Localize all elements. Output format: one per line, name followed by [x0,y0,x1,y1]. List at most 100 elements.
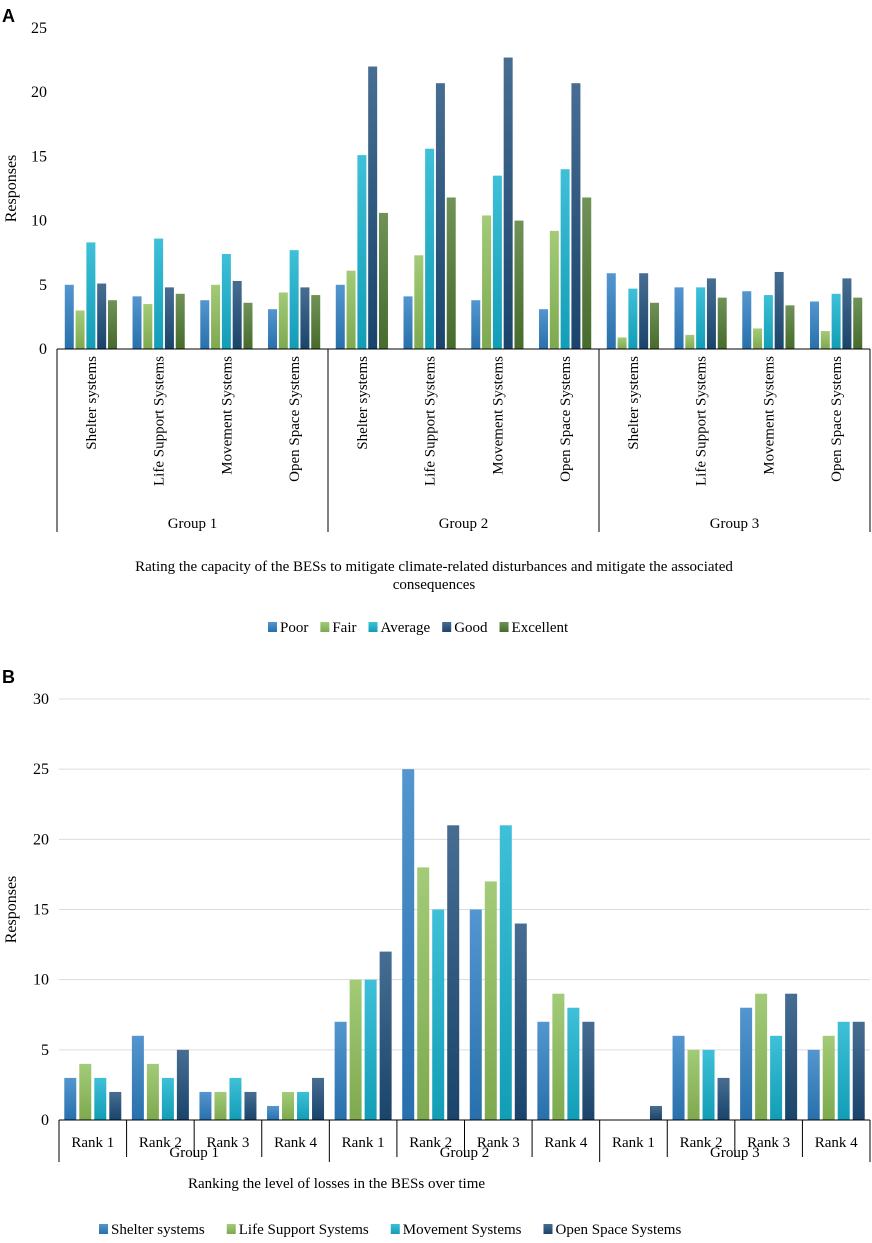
category-label-a-group-2-shelter-systems: Shelter systems [355,356,371,450]
legend-swatch-b-life-support-systems [226,1224,236,1234]
bar-b-group-1-rank-3-life-support-systems [214,1091,227,1120]
category-label-b-group-1-rank-3: Rank 3 [206,1135,249,1151]
bar-a-group-1-movement-systems-average [221,253,231,349]
category-label-b-group-1-rank-1: Rank 1 [71,1135,114,1151]
legend-swatch-b-open-space-systems [543,1224,553,1234]
bar-b-group-1-rank-2-open-space-systems [176,1049,189,1120]
legend-label-a-excellent: Excellent [512,620,569,636]
bar-a-group-2-shelter-systems-average [357,155,367,349]
bar-b-group-3-rank-3-shelter-systems [740,1007,753,1120]
bar-b-group-1-rank-4-shelter-systems [267,1105,280,1120]
legend-swatch-a-good [442,622,452,632]
legend-item-b-shelter-systems: Shelter systems [99,1222,205,1238]
bar-a-group-3-life-support-systems-excellent [717,297,727,349]
bar-a-group-2-open-space-systems-average [560,169,570,349]
bar-a-group-1-open-space-systems-average [289,250,299,349]
bar-b-group-1-rank-4-life-support-systems [282,1091,295,1120]
bar-b-group-1-rank-2-life-support-systems [146,1063,159,1120]
bar-b-group-1-rank-2-movement-systems [161,1077,174,1120]
y-axis-title-b: Responses [3,876,20,944]
y-tick-label-a-0: 0 [39,341,47,358]
bar-b-group-2-rank-2-movement-systems [432,909,445,1120]
legend-item-a-poor: Poor [268,620,308,636]
legend-swatch-a-excellent [499,622,509,632]
bar-a-group-3-life-support-systems-good [706,278,716,349]
bar-a-group-3-shelter-systems-average [628,288,638,349]
y-tick-label-b-4: 20 [33,831,49,848]
bar-a-group-2-movement-systems-average [492,175,502,349]
bar-a-group-1-open-space-systems-poor [268,309,278,349]
bar-a-group-1-shelter-systems-poor [64,284,74,349]
legend-item-a-excellent: Excellent [499,620,569,636]
bar-b-group-3-rank-1-open-space-systems [649,1105,662,1120]
legend-item-b-life-support-systems: Life Support Systems [226,1222,369,1238]
legend-item-b-open-space-systems: Open Space Systems [543,1222,681,1238]
bar-a-group-3-movement-systems-average [763,295,773,349]
bar-b-group-2-rank-3-movement-systems [499,825,512,1120]
category-label-a-group-1-life-support-systems: Life Support Systems [152,356,168,486]
legend-swatch-b-shelter-systems [99,1224,108,1234]
bar-b-group-2-rank-1-movement-systems [364,979,377,1120]
group-label-b-group-2: Group 2 [440,1145,490,1161]
legend-label-a-fair: Fair [332,620,356,636]
bar-a-group-2-movement-systems-poor [471,300,481,349]
bar-a-group-3-life-support-systems-fair [685,334,695,349]
bar-a-group-3-open-space-systems-fair [820,331,830,349]
bar-a-group-1-shelter-systems-fair [75,310,85,349]
y-tick-label-a-4: 20 [31,84,47,101]
y-tick-label-b-2: 10 [33,972,49,989]
group-label-b-group-3: Group 3 [710,1145,760,1161]
bar-a-group-1-open-space-systems-good [300,287,310,349]
bar-a-group-1-movement-systems-fair [211,284,221,349]
bar-a-group-2-shelter-systems-excellent [378,212,388,349]
bar-a-group-1-movement-systems-excellent [243,302,253,349]
category-label-b-group-2-rank-2: Rank 2 [409,1135,452,1151]
y-tick-label-b-5: 25 [33,761,49,778]
bar-a-group-3-shelter-systems-excellent [649,302,659,349]
category-label-a-group-2-movement-systems: Movement Systems [490,356,506,475]
category-label-b-group-3-rank-3: Rank 3 [747,1135,790,1151]
bar-a-group-1-life-support-systems-excellent [175,293,185,349]
y-tick-label-a-5: 25 [31,20,47,37]
category-label-a-group-1-open-space-systems: Open Space Systems [287,356,303,482]
category-label-a-group-3-shelter-systems: Shelter systems [626,356,642,450]
category-label-b-group-2-rank-4: Rank 4 [544,1135,587,1151]
category-label-b-group-1-rank-2: Rank 2 [139,1135,182,1151]
legend-swatch-b-movement-systems [390,1224,400,1234]
bar-b-group-2-rank-2-shelter-systems [402,769,415,1120]
y-axis-title-a: Responses [3,155,20,223]
bar-b-group-1-rank-3-open-space-systems [244,1091,257,1120]
legend-label-b-life-support-systems: Life Support Systems [239,1222,369,1238]
bar-b-group-1-rank-4-open-space-systems [312,1077,325,1120]
bar-b-group-1-rank-1-shelter-systems [64,1077,77,1120]
bar-a-group-1-life-support-systems-fair [143,304,153,349]
bar-b-group-1-rank-3-shelter-systems [199,1091,212,1120]
bar-a-group-2-open-space-systems-excellent [582,197,592,349]
bar-a-group-3-shelter-systems-fair [617,337,627,349]
category-label-b-group-2-rank-3: Rank 3 [477,1135,520,1151]
bar-b-group-3-rank-4-shelter-systems [807,1049,820,1120]
bar-b-group-1-rank-1-life-support-systems [79,1063,92,1120]
legend-label-a-average: Average [381,620,431,636]
bar-b-group-2-rank-3-shelter-systems [469,909,482,1120]
bar-b-group-1-rank-3-movement-systems [229,1077,242,1120]
bar-a-group-3-open-space-systems-excellent [853,297,863,349]
bar-a-group-3-open-space-systems-poor [810,301,820,349]
legend-label-b-movement-systems: Movement Systems [403,1222,522,1238]
bar-a-group-2-open-space-systems-good [571,83,581,350]
bar-b-group-3-rank-3-open-space-systems [785,993,798,1120]
bar-a-group-1-shelter-systems-excellent [107,300,117,349]
bar-b-group-3-rank-2-movement-systems [702,1049,715,1120]
bar-a-group-3-life-support-systems-average [696,287,706,349]
bar-a-group-3-shelter-systems-poor [606,273,616,349]
bar-a-group-3-movement-systems-excellent [785,305,795,349]
bar-a-group-3-open-space-systems-average [831,293,841,349]
category-label-b-group-3-rank-4: Rank 4 [815,1135,858,1151]
group-label-a-group-1: Group 1 [168,516,218,532]
x-axis-title-a-line-2: consequences [393,577,476,593]
bar-a-group-1-shelter-systems-average [86,242,96,349]
y-tick-label-b-0: 0 [41,1112,49,1129]
panel-b: B 0 5 10 15 20 25 30 Responses Rank 1 Rank 2 Rank … [2,667,871,1238]
bar-b-group-2-rank-3-open-space-systems [514,923,527,1120]
